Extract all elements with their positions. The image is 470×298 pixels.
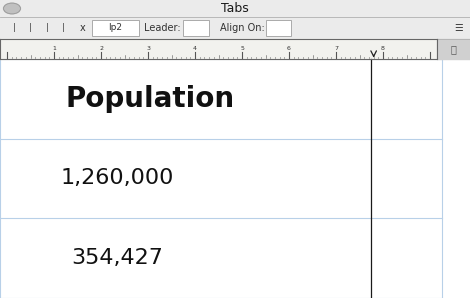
Text: 5: 5 <box>240 46 244 51</box>
Bar <box>0 59 470 298</box>
Text: 6: 6 <box>287 46 291 51</box>
Text: 2: 2 <box>99 46 103 51</box>
Text: |: | <box>13 24 16 32</box>
Text: |: | <box>46 24 48 32</box>
Text: 3: 3 <box>146 46 150 51</box>
Text: 354,427: 354,427 <box>71 248 164 268</box>
FancyBboxPatch shape <box>266 20 291 36</box>
FancyBboxPatch shape <box>92 20 139 36</box>
Text: 1: 1 <box>52 46 56 51</box>
Text: 🔒: 🔒 <box>451 44 456 54</box>
Text: Tabs: Tabs <box>221 2 249 15</box>
Circle shape <box>4 3 21 14</box>
FancyBboxPatch shape <box>183 20 209 36</box>
Text: lp2: lp2 <box>108 24 122 32</box>
Text: x: x <box>79 23 85 33</box>
Text: 4: 4 <box>193 46 197 51</box>
Bar <box>0 17 470 39</box>
Text: |: | <box>29 24 32 32</box>
Text: Align On:: Align On: <box>219 23 265 33</box>
Text: 7: 7 <box>334 46 338 51</box>
Text: ☰: ☰ <box>454 23 462 33</box>
Text: |: | <box>62 24 65 32</box>
Bar <box>437 39 470 59</box>
Text: Leader:: Leader: <box>144 23 180 33</box>
Text: Population: Population <box>66 85 235 113</box>
Bar <box>0 39 437 59</box>
Bar <box>0 0 470 17</box>
Text: 8: 8 <box>381 46 385 51</box>
Text: 1,260,000: 1,260,000 <box>61 168 174 189</box>
